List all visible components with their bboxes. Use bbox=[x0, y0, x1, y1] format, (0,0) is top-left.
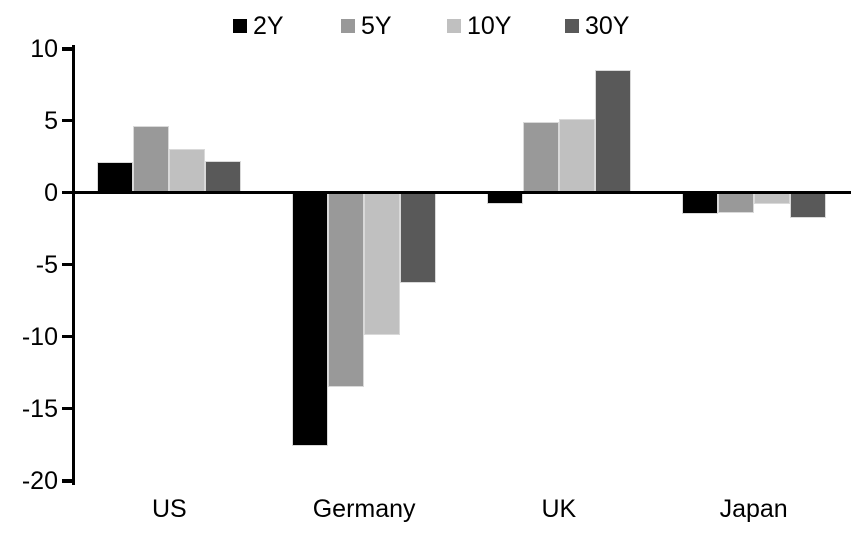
y-axis-tick bbox=[62, 191, 72, 194]
legend-label: 5Y bbox=[361, 12, 392, 40]
y-axis-tick bbox=[62, 46, 72, 51]
legend-swatch-icon bbox=[341, 19, 355, 33]
bar-uk-5y bbox=[522, 121, 559, 193]
y-axis-tick bbox=[62, 478, 72, 483]
zero-axis-line bbox=[72, 191, 851, 194]
bar-japan-2y bbox=[681, 192, 718, 215]
legend-label: 10Y bbox=[467, 12, 512, 40]
legend-item-5y: 5Y bbox=[341, 12, 392, 40]
x-axis-label-us: US bbox=[152, 495, 187, 523]
legend-label: 2Y bbox=[253, 12, 284, 40]
y-axis-tick bbox=[62, 119, 72, 122]
bar-germany-10y bbox=[364, 192, 401, 336]
y-axis-tick bbox=[62, 335, 72, 338]
legend-item-10y: 10Y bbox=[447, 12, 511, 40]
y-axis-tick-label: -20 bbox=[21, 466, 58, 495]
x-axis-label-uk: UK bbox=[541, 495, 577, 523]
legend-item-2y: 2Y bbox=[233, 12, 284, 40]
x-axis-label-japan: Japan bbox=[719, 495, 788, 523]
bar-uk-10y bbox=[558, 119, 595, 193]
bar-germany-5y bbox=[328, 192, 365, 387]
y-axis-line bbox=[72, 44, 75, 485]
y-axis-tick-label: -10 bbox=[21, 322, 58, 351]
legend-swatch-icon bbox=[233, 19, 247, 33]
y-axis-tick-label: 5 bbox=[44, 106, 58, 135]
bar-japan-5y bbox=[717, 192, 754, 213]
bar-us-30y bbox=[205, 160, 242, 193]
y-axis-tick-label: 10 bbox=[30, 34, 58, 63]
x-axis-label-germany: Germany bbox=[312, 495, 416, 523]
y-axis-tick-label: -5 bbox=[35, 250, 58, 279]
bar-us-2y bbox=[97, 162, 134, 193]
bar-japan-30y bbox=[789, 192, 826, 219]
bar-germany-30y bbox=[400, 192, 437, 284]
legend-label: 30Y bbox=[585, 12, 630, 40]
bar-us-5y bbox=[133, 126, 170, 193]
bar-us-10y bbox=[169, 149, 206, 193]
bar-germany-2y bbox=[292, 192, 329, 446]
y-axis-tick-label: -15 bbox=[21, 394, 58, 423]
bar-japan-10y bbox=[753, 192, 790, 205]
y-axis-tick bbox=[62, 263, 72, 266]
y-axis-tick bbox=[62, 407, 72, 410]
y-axis-tick-label: 0 bbox=[44, 178, 58, 207]
bar-uk-30y bbox=[594, 70, 631, 193]
bar-uk-2y bbox=[486, 192, 523, 205]
chart-legend: 2Y 5Y 10Y 30Y bbox=[0, 0, 852, 44]
legend-item-30y: 30Y bbox=[565, 12, 629, 40]
legend-swatch-icon bbox=[447, 19, 461, 33]
legend-swatch-icon bbox=[565, 19, 579, 33]
